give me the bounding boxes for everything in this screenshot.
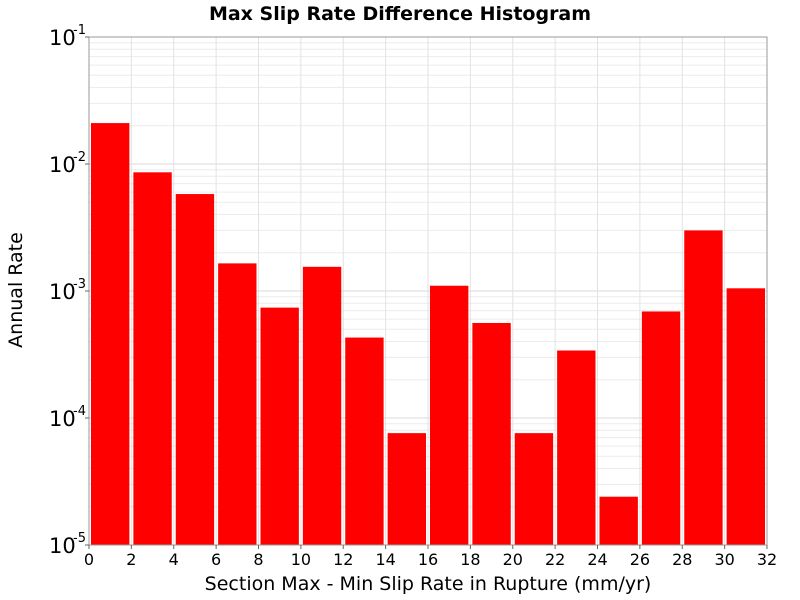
y-axis-label: Annual Rate <box>5 232 27 348</box>
y-tick-label-base: 10 <box>49 153 76 177</box>
x-tick-label: 6 <box>211 550 221 569</box>
x-tick-label: 28 <box>672 550 692 569</box>
y-tick-label-exponent: -2 <box>73 150 86 165</box>
x-tick-label: 32 <box>757 550 777 569</box>
x-tick-label: 14 <box>375 550 395 569</box>
y-tick-label-base: 10 <box>49 26 76 50</box>
histogram-bar <box>641 311 681 545</box>
x-tick-label: 26 <box>630 550 650 569</box>
x-tick-label: 22 <box>545 550 565 569</box>
chart-title: Max Slip Rate Difference Histogram <box>209 3 591 25</box>
histogram-bar <box>302 266 342 545</box>
histogram-bar <box>175 194 215 545</box>
histogram-bar <box>260 307 299 545</box>
histogram-bar <box>514 433 554 545</box>
y-tick-label-exponent: -5 <box>73 531 86 546</box>
histogram-bar <box>472 322 511 545</box>
y-tick-label-base: 10 <box>49 280 76 304</box>
histogram-bar <box>430 285 469 545</box>
histogram-bar <box>557 350 596 545</box>
x-tick-label: 12 <box>333 550 353 569</box>
histogram-bar <box>387 433 426 545</box>
x-tick-label: 16 <box>418 550 438 569</box>
y-tick-label-base: 10 <box>49 534 76 558</box>
y-tick-label-base: 10 <box>49 407 76 431</box>
x-tick-label: 18 <box>460 550 480 569</box>
x-tick-label: 4 <box>169 550 179 569</box>
histogram-bar <box>218 263 257 545</box>
histogram-bar <box>599 496 638 545</box>
x-axis-label: Section Max - Min Slip Rate in Rupture (… <box>205 573 652 595</box>
y-tick-label-exponent: -4 <box>73 404 86 419</box>
x-tick-label: 0 <box>84 550 94 569</box>
y-tick-label-exponent: -1 <box>73 23 86 38</box>
y-axis-ticks: 10-510-410-310-210-1 <box>49 23 89 558</box>
histogram-bar <box>133 172 172 545</box>
histogram-bar <box>684 230 723 546</box>
histogram-bar <box>91 123 130 545</box>
x-axis-ticks: 0 2 4 6 8 10 12 14 16 18 20 22 24 26 28 30 32 <box>84 545 777 569</box>
y-tick-label-exponent: -3 <box>73 277 86 292</box>
x-tick-label: 20 <box>503 550 523 569</box>
x-tick-label: 2 <box>126 550 136 569</box>
x-tick-label: 30 <box>714 550 734 569</box>
x-tick-label: 10 <box>291 550 311 569</box>
histogram-bar <box>726 288 765 545</box>
histogram-bar <box>345 337 384 545</box>
x-tick-label: 24 <box>587 550 607 569</box>
x-tick-label: 8 <box>253 550 263 569</box>
bars <box>91 123 765 546</box>
